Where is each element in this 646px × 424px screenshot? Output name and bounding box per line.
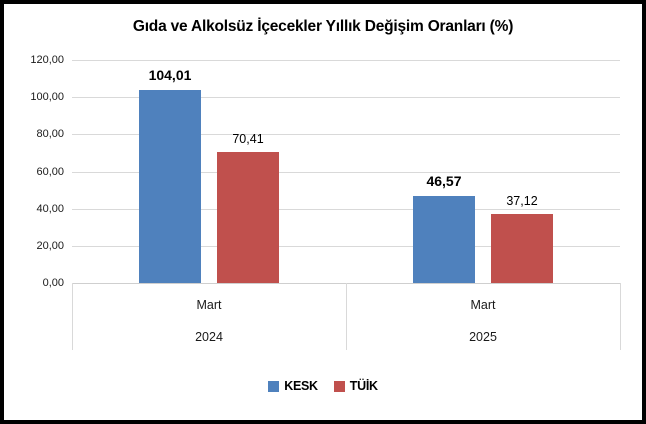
category-label-month: Mart (470, 298, 496, 312)
gridline (72, 60, 620, 61)
bar-tüi̇k (217, 152, 279, 283)
legend-label: TÜİK (349, 379, 378, 393)
legend-swatch-tüi̇k (333, 380, 345, 392)
category-separator (72, 283, 73, 350)
gridline (72, 97, 620, 99)
y-axis-tick-label: 0,00 (42, 277, 64, 289)
gridline (72, 134, 620, 136)
bar-value-label: 104,01 (148, 66, 192, 83)
chart-title: Gıda ve Alkolsüz İçecekler Yıllık Değişi… (132, 18, 514, 35)
y-axis-tick-label: 100,00 (30, 91, 64, 104)
plot-area: 0,00 20,00 40,00 60,00 80,00 100,00 120,00 104,… (4, 4, 642, 420)
legend-item-kesk: KESK (268, 379, 318, 393)
bar-kesk (413, 196, 475, 283)
gridline (72, 171, 620, 173)
bar-value-label: 70,41 (232, 132, 264, 147)
bar-kesk (139, 89, 201, 283)
y-axis-tick-label: 40,00 (36, 202, 64, 215)
bar-value-label: 37,12 (506, 194, 538, 209)
category-label-year: 2025 (469, 330, 497, 344)
y-axis-tick-label: 60,00 (36, 165, 64, 178)
legend-item-tüi̇k: TÜİK (333, 379, 378, 393)
gridline (72, 245, 620, 247)
category-separator (346, 283, 347, 350)
legend-swatch-kesk (268, 380, 280, 392)
legend-label: KESK (284, 379, 318, 393)
bar-value-label: 46,57 (426, 173, 462, 190)
legend: KESK TÜİK (4, 379, 642, 393)
y-axis-tick-label: 80,00 (36, 128, 64, 141)
category-label-month: Mart (196, 298, 222, 312)
y-axis-tick-label: 120,00 (30, 54, 64, 66)
y-axis-tick-label: 20,00 (36, 239, 64, 252)
gridline (72, 208, 620, 210)
category-label-year: 2024 (195, 330, 223, 344)
category-separator (620, 283, 621, 350)
bar-tüi̇k (491, 214, 553, 283)
